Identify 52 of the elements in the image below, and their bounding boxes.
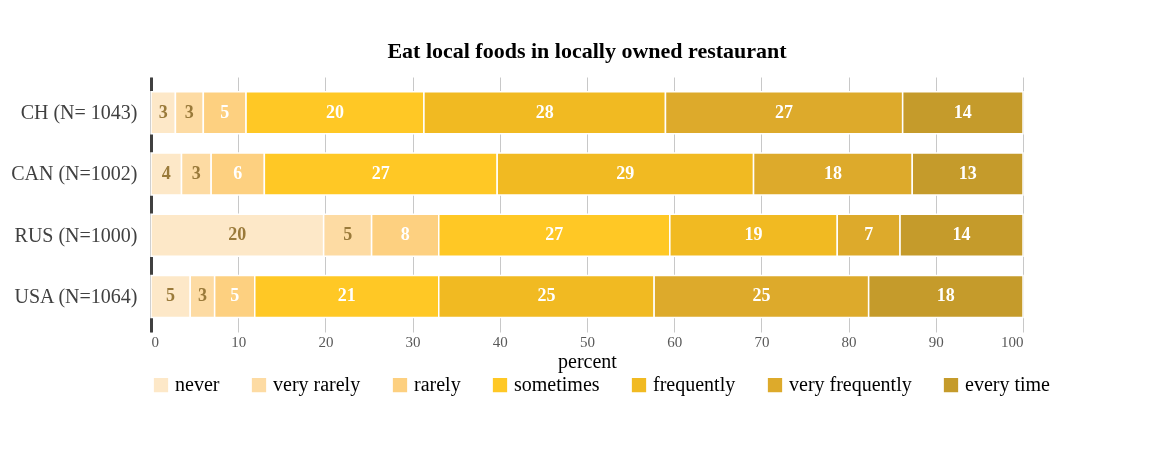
- legend-label: frequently: [653, 373, 736, 397]
- data-label: 27: [545, 224, 564, 245]
- data-label: 8: [400, 224, 410, 245]
- legend-label: very rarely: [273, 373, 361, 397]
- data-label: 3: [197, 285, 207, 306]
- data-label: 7: [864, 224, 874, 245]
- legend-label: never: [175, 373, 220, 396]
- data-label: 3: [158, 101, 168, 122]
- legend-label: rarely: [414, 373, 461, 397]
- chart-title: Eat local foods in locally owned restaurant: [387, 38, 788, 63]
- data-label: 25: [537, 285, 556, 306]
- data-label: 28: [535, 101, 554, 122]
- y-tick-label: RUS (N=1000): [14, 223, 138, 247]
- x-tick-label: 60: [667, 333, 683, 350]
- data-label: 14: [953, 101, 972, 122]
- data-label: 3: [184, 101, 194, 122]
- data-label: 18: [936, 285, 955, 306]
- data-label: 3: [191, 162, 201, 183]
- x-tick-label: 30: [405, 333, 421, 350]
- legend-label: sometimes: [514, 373, 600, 396]
- data-label: 13: [958, 162, 977, 183]
- data-label: 25: [752, 285, 771, 306]
- data-label: 20: [325, 101, 344, 122]
- data-label: 29: [616, 162, 635, 183]
- x-tick-label: 10: [231, 333, 247, 350]
- data-label: 27: [371, 162, 390, 183]
- data-label: 4: [161, 162, 171, 183]
- y-tick-label: USA (N=1064): [14, 284, 138, 308]
- x-tick-label: 0: [151, 333, 159, 350]
- data-label: 19: [744, 224, 763, 245]
- legend-label: very frequently: [789, 373, 912, 397]
- data-label: 21: [337, 285, 356, 306]
- x-tick-label: 70: [754, 333, 770, 350]
- data-label: 20: [228, 224, 247, 245]
- data-label: 5: [343, 224, 353, 245]
- data-label: 5: [166, 285, 176, 306]
- data-label: 5: [230, 285, 240, 306]
- x-axis-title: percent: [558, 349, 618, 373]
- x-tick-label: 20: [318, 333, 334, 350]
- x-tick-label: 100: [1001, 333, 1024, 350]
- data-label: 6: [233, 162, 243, 183]
- data-label: 18: [823, 162, 842, 183]
- data-label: 14: [952, 224, 971, 245]
- x-tick-label: 90: [928, 333, 944, 350]
- x-tick-label: 50: [580, 333, 595, 350]
- y-tick-label: CH (N= 1043): [20, 101, 138, 125]
- x-tick-label: 80: [841, 333, 857, 350]
- x-tick-label: 40: [492, 333, 508, 350]
- data-label: 27: [775, 101, 794, 122]
- legend-label: every time: [965, 373, 1051, 397]
- data-label: 5: [220, 101, 230, 122]
- y-tick-label: CAN (N=1002): [11, 162, 138, 186]
